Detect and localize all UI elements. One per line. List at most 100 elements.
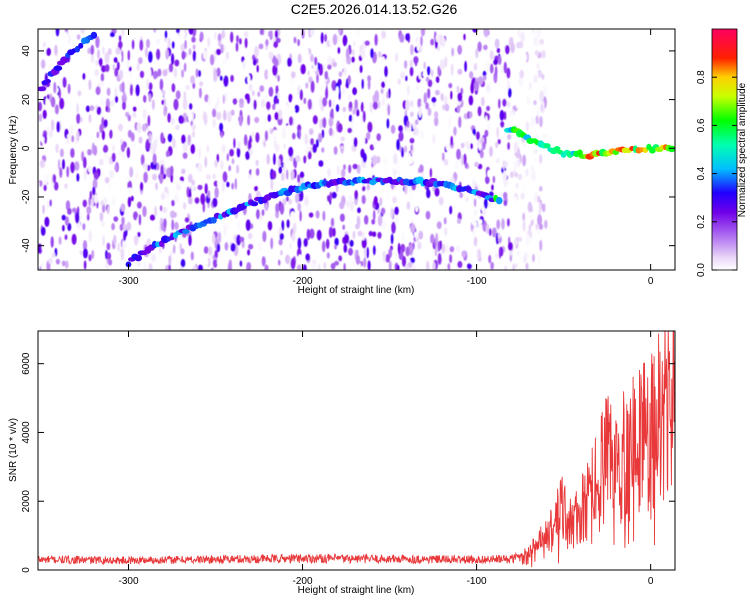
heatmap-cell — [99, 80, 105, 87]
heatmap-cell — [225, 51, 229, 60]
heatmap-cell — [137, 165, 142, 173]
heatmap-cell — [131, 39, 135, 50]
heatmap-cell — [121, 153, 126, 160]
heatmap-cell — [501, 50, 505, 59]
heatmap-cell — [80, 117, 83, 123]
heatmap-cell — [464, 60, 467, 72]
heatmap-cell — [53, 81, 57, 94]
heatmap-cell — [51, 252, 56, 259]
heatmap-cell — [288, 146, 294, 157]
heatmap-cell — [92, 178, 98, 189]
heatmap-cell — [363, 257, 367, 268]
heatmap-cell — [489, 50, 494, 60]
heatmap-cell — [140, 154, 145, 166]
heatmap-cell — [184, 39, 187, 50]
heatmap-cell — [289, 243, 292, 250]
heatmap-cell — [367, 75, 371, 82]
heatmap-cell — [159, 205, 163, 212]
heatmap-cell — [256, 209, 260, 220]
heatmap-cell — [174, 221, 179, 231]
heatmap-cell — [95, 36, 100, 49]
heatmap-cell — [303, 155, 307, 164]
heatmap-cell — [39, 159, 45, 169]
heatmap-cell — [221, 180, 226, 193]
heatmap-cell — [450, 90, 453, 100]
heatmap-cell — [65, 138, 70, 144]
heatmap-cell — [114, 95, 119, 103]
snr-y-label: SNR (10 * v/v) — [8, 418, 19, 482]
heatmap-cell — [143, 261, 147, 270]
heatmap-cell — [70, 148, 75, 158]
heatmap-cell — [217, 33, 222, 43]
heatmap-cell — [292, 132, 296, 140]
heatmap-cell — [439, 59, 445, 70]
y-tick-label: 0 — [21, 567, 32, 573]
ridge-point — [60, 56, 69, 64]
heatmap-cell — [331, 99, 335, 109]
heatmap-cell — [286, 219, 290, 229]
heatmap-cell — [187, 110, 193, 123]
heatmap-cell — [111, 45, 117, 53]
heatmap-cell — [285, 254, 291, 265]
heatmap-cell — [179, 85, 183, 93]
heatmap-cell — [297, 202, 302, 212]
figure-title: C2E5.2026.014.13.52.G26 — [291, 1, 458, 17]
heatmap-cell — [321, 240, 326, 253]
heatmap-cell — [502, 170, 507, 183]
heatmap-cell — [305, 48, 310, 57]
heatmap-cell — [207, 37, 211, 48]
heatmap-cell — [104, 177, 110, 184]
heatmap-cell — [268, 51, 274, 60]
heatmap-cell — [246, 94, 251, 104]
heatmap-cell — [273, 58, 279, 68]
heatmap-cell — [360, 49, 366, 59]
heatmap-cell — [239, 38, 242, 45]
heatmap-cell — [251, 90, 255, 96]
heatmap-cell — [50, 236, 54, 248]
heatmap-cell — [525, 262, 529, 270]
heatmap-cell — [239, 260, 243, 267]
heatmap-cell — [541, 74, 545, 80]
heatmap-cell — [370, 48, 374, 59]
heatmap-cell — [372, 231, 377, 237]
heatmap-cell — [221, 30, 226, 39]
heatmap-cell — [191, 36, 196, 43]
heatmap-cell — [174, 59, 180, 67]
heatmap-cell — [410, 223, 416, 234]
heatmap-cell — [198, 147, 202, 159]
heatmap-cell — [214, 160, 219, 168]
heatmap-cell — [418, 106, 422, 118]
heatmap-cell — [44, 173, 49, 183]
heatmap-cell — [493, 59, 498, 66]
heatmap-cell — [395, 251, 398, 258]
heatmap-cell — [64, 31, 68, 41]
heatmap-cell — [534, 29, 538, 38]
heatmap-cell — [249, 148, 253, 156]
heatmap-cell — [487, 200, 492, 209]
heatmap-cell — [182, 98, 188, 110]
heatmap-cell — [61, 260, 66, 267]
heatmap-cell — [420, 35, 423, 47]
heatmap-cell — [377, 208, 381, 214]
heatmap-cell — [53, 174, 56, 183]
heatmap-cell — [101, 65, 107, 73]
heatmap-cell — [133, 211, 138, 221]
heatmap-cell — [457, 68, 463, 75]
heatmap-cell — [335, 104, 340, 112]
heatmap-cell — [303, 238, 308, 247]
heatmap-cell — [425, 102, 429, 110]
heatmap-cell — [66, 133, 71, 139]
heatmap-cell — [348, 114, 353, 122]
heatmap-cell — [244, 37, 248, 49]
heatmap-cell — [54, 44, 58, 56]
heatmap-cell — [383, 157, 389, 165]
heatmap-cell — [46, 47, 51, 56]
heatmap-cell — [44, 216, 50, 227]
heatmap-cell — [415, 84, 420, 91]
heatmap-cell — [309, 228, 315, 239]
heatmap-cell — [98, 142, 104, 149]
heatmap-cell — [108, 259, 113, 266]
heatmap-cell — [274, 111, 279, 121]
heatmap-cell — [96, 131, 100, 139]
heatmap-cell — [443, 95, 448, 106]
